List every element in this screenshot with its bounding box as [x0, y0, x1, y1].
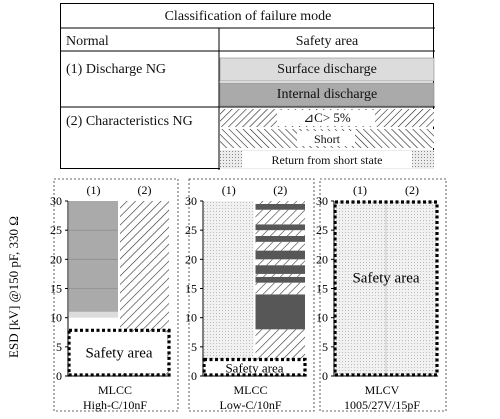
band-internal_dark: [255, 265, 305, 274]
y-tick-label: 20: [316, 252, 328, 266]
band-internal_dark: [255, 276, 305, 283]
y-tick-label: 25: [185, 223, 197, 237]
legend-col-normal: Normal: [66, 34, 109, 49]
band-dc: [255, 241, 305, 251]
column-header-1: (1): [87, 183, 101, 197]
band-return: [204, 201, 254, 376]
column-header-1: (1): [353, 183, 367, 197]
band-dc: [255, 282, 305, 295]
y-tick-label: 30: [50, 194, 62, 208]
band-return: [335, 201, 385, 376]
column-header-2: (2): [273, 183, 287, 197]
band-dc: [255, 273, 305, 277]
surface-discharge-label: Surface discharge: [277, 62, 377, 77]
y-tick-label: 20: [50, 252, 62, 266]
short-label-bg: [297, 131, 355, 146]
band-return: [387, 201, 437, 376]
y-tick-label: 30: [316, 194, 328, 208]
y-tick-label: 15: [316, 282, 328, 296]
panel-caption-line1: MLCC: [233, 383, 267, 397]
y-tick-label: 0: [191, 369, 197, 383]
chart-panel: [319, 178, 447, 412]
band-internal_dark: [255, 250, 305, 260]
y-tick-label: 5: [191, 340, 197, 354]
y-tick-label: 10: [50, 311, 62, 325]
panel-caption-line2: 1005/27V/15pF: [344, 398, 420, 412]
y-tick-label: 25: [316, 223, 328, 237]
y-tick-label: 30: [185, 194, 197, 208]
y-tick-label: 15: [50, 282, 62, 296]
y-tick-label: 0: [322, 369, 328, 383]
column-header-1: (1): [222, 183, 236, 197]
column-header-2: (2): [138, 183, 152, 197]
column-header-2: (2): [405, 183, 419, 197]
chart-panel: [53, 178, 179, 412]
y-tick-label: 25: [50, 223, 62, 237]
delta-c-label-bg: [277, 110, 375, 126]
band-dc: [255, 201, 305, 204]
safety-area-fill: [71, 332, 167, 373]
panel-frame: [188, 178, 315, 412]
y-tick-label: 10: [185, 311, 197, 325]
safety-area-label: Safety area: [85, 346, 152, 362]
y-tick-label: 0: [56, 369, 62, 383]
band-internal_dark: [255, 294, 305, 330]
band-surface: [69, 311, 118, 318]
band-dc: [255, 209, 305, 225]
y-tick-label: 5: [322, 340, 328, 354]
y-tick-label: 10: [316, 311, 328, 325]
y-tick-label: 5: [56, 340, 62, 354]
return-short-label: Return from short state: [271, 153, 383, 167]
esd-chart: ESD [kV] @150 pF, 330 Ω (1) (2) 0 5 10 15 20 25…: [6, 178, 447, 412]
panel-caption-line1: MLCV: [365, 383, 400, 397]
panel-caption-line2: High-C/10nF: [83, 398, 147, 412]
short-label: Short: [313, 132, 340, 146]
legend-title: Classification of failure mode: [164, 9, 332, 24]
surface-discharge-swatch: [219, 57, 435, 82]
safety-area-box: [333, 200, 439, 377]
y-axis-label: ESD [kV] @150 pF, 330 Ω: [6, 216, 21, 358]
band-internal_dark: [255, 224, 305, 231]
panel-caption-line1: MLCC: [98, 383, 132, 397]
panel-caption-line2: Low-C/10nF: [219, 398, 281, 412]
safety-area-box: [202, 357, 307, 377]
band-dc: [255, 230, 305, 236]
internal-discharge-swatch: [219, 82, 435, 107]
panel-frame: [319, 178, 447, 412]
legend-patterns: [61, 27, 435, 170]
panel-frame: [53, 178, 179, 412]
y-tick-label: 15: [185, 282, 197, 296]
y-tick-label: 20: [185, 252, 197, 266]
discharge-ng-label: (1) Discharge NG: [66, 62, 167, 77]
safety-area-label: Safety area: [352, 271, 419, 287]
legend-col-safety: Safety area: [295, 34, 359, 49]
chart-panel: [188, 178, 315, 412]
return-label-bg: [242, 151, 412, 168]
internal-discharge-label: Internal discharge: [276, 87, 378, 102]
band-internal_dark: [255, 236, 305, 242]
characteristics-ng-label: (2) Characteristics NG: [66, 114, 193, 129]
band-dc: [255, 259, 305, 266]
delta-c-label: ⊿C> 5%: [303, 110, 351, 125]
band-internal_dark: [255, 203, 305, 210]
failure-mode-legend: Classification of failure mode Normal Sa…: [60, 3, 435, 170]
safety-area-label: Safety area: [225, 360, 283, 375]
safety-area-box: [67, 328, 171, 377]
band-internal: [69, 201, 118, 312]
